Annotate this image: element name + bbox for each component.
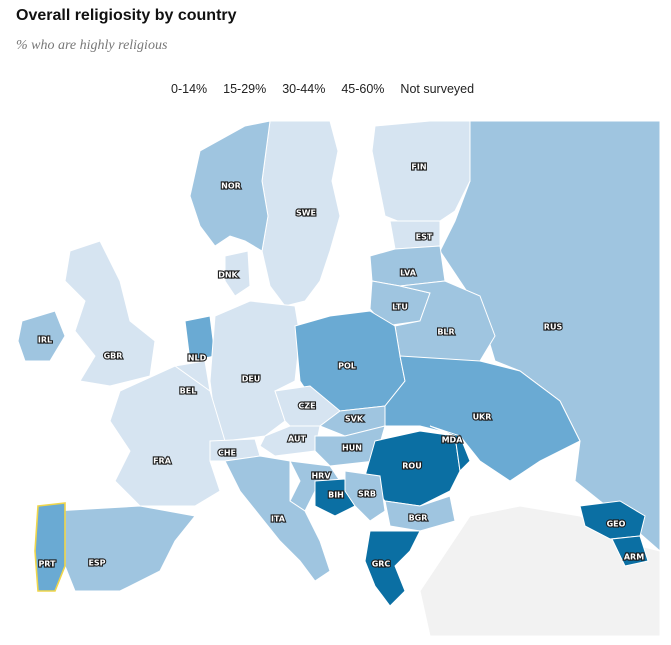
label-arm: ARM (624, 553, 644, 562)
label-ita: ITA (271, 515, 286, 524)
legend-item-not-surveyed[interactable]: Not surveyed (400, 82, 475, 96)
label-svk: SVK (345, 415, 364, 424)
country-srb[interactable] (344, 470, 386, 522)
country-irl[interactable] (17, 310, 66, 362)
label-lva: LVA (400, 269, 417, 278)
label-hun: HUN (342, 444, 362, 453)
legend-item-30-44[interactable]: 30-44% (282, 82, 326, 96)
country-gbr[interactable] (64, 240, 156, 387)
label-dnk: DNK (218, 271, 238, 280)
label-hrv: HRV (311, 472, 331, 481)
not-surveyed-region-south (0, 591, 380, 636)
label-nor: NOR (221, 182, 241, 191)
label-rus: RUS (544, 323, 563, 332)
label-fra: FRA (153, 457, 172, 466)
country-ukr[interactable] (384, 355, 581, 482)
country-fra[interactable] (109, 365, 226, 507)
label-bgr: BGR (409, 514, 428, 523)
country-bgr[interactable] (384, 495, 456, 532)
legend: 0-14% 15-29% 30-44% 45-60% Not surveyed (163, 82, 482, 96)
chart-title: Overall religiosity by country (16, 7, 237, 24)
label-ltu: LTU (392, 303, 408, 312)
country-ita[interactable] (224, 455, 331, 582)
legend-item-15-29[interactable]: 15-29% (223, 82, 267, 96)
country-prt[interactable] (34, 502, 66, 592)
label-swe: SWE (296, 209, 316, 218)
label-nld: NLD (188, 354, 207, 363)
europe-map: NOR SWE FIN EST LVA LTU DNK IRL GBR NLD … (0, 121, 660, 636)
label-bih: BIH (328, 491, 344, 500)
country-nor[interactable] (189, 121, 271, 252)
label-rou: ROU (402, 462, 421, 471)
country-grc[interactable] (364, 530, 421, 607)
label-esp: ESP (88, 559, 105, 568)
label-srb: SRB (358, 490, 376, 499)
label-pol: POL (338, 362, 356, 371)
not-surveyed-region (419, 505, 660, 636)
label-deu: DEU (242, 375, 261, 384)
label-ukr: UKR (473, 413, 492, 422)
legend-item-0-14[interactable]: 0-14% (171, 82, 208, 96)
country-fin[interactable] (371, 121, 471, 227)
country-mda[interactable] (429, 425, 471, 473)
label-bel: BEL (180, 387, 197, 396)
label-gbr: GBR (104, 352, 123, 361)
label-grc: GRC (372, 560, 391, 569)
label-geo: GEO (607, 520, 626, 529)
label-irl: IRL (38, 336, 52, 345)
label-prt: PRT (38, 560, 56, 569)
label-blr: BLR (437, 328, 454, 337)
label-che: CHE (218, 449, 236, 458)
label-aut: AUT (288, 435, 306, 444)
label-mda: MDA (442, 436, 464, 445)
label-est: EST (416, 233, 433, 242)
chart-subtitle: % who are highly religious (16, 38, 168, 53)
label-fin: FIN (411, 163, 426, 172)
country-arm[interactable] (611, 535, 649, 567)
label-cze: CZE (298, 402, 315, 411)
country-dnk[interactable] (224, 250, 251, 297)
legend-item-45-60[interactable]: 45-60% (341, 82, 385, 96)
